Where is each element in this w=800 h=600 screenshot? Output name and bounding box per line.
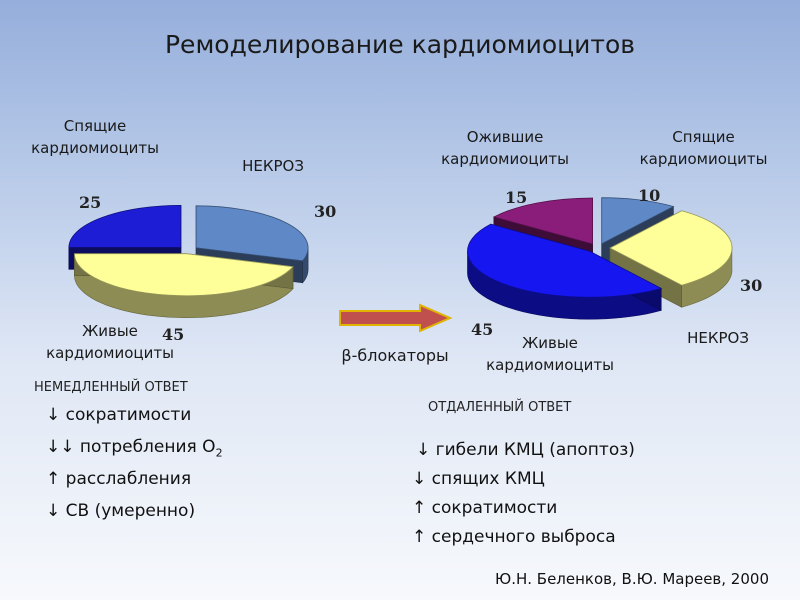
pie-slice-1 (609, 210, 733, 286)
delayed-item: ↓ гибели КМЦ (апоптоз) (416, 440, 635, 460)
arrow-label: β-блокаторы (341, 346, 449, 365)
pie2-label-sleeping: Спящие кардиомиоциты (639, 128, 768, 168)
immediate-item: ↓ СВ (умеренно) (46, 501, 196, 521)
pie2-label-revived: Ожившие кардиомиоциты (441, 128, 569, 168)
pie1-label-sleeping: Спящие кардиомиоциты (31, 117, 159, 157)
delayed-item: ↑ сократимости (412, 498, 558, 518)
immediate-list: ↓ сократимости ↓↓ потребления O2 ↑ рассл… (46, 405, 223, 533)
pie-slice-0 (195, 205, 309, 262)
pie-slice-2 (68, 204, 182, 248)
pie-slice-3 (492, 197, 593, 245)
pie2-value-revived: 15 (505, 188, 528, 207)
slide-title: Ремоделирование кардиомиоцитов (164, 30, 636, 59)
delayed-item: ↓ спящих КМЦ (412, 469, 545, 489)
credit-citation: Ю.Н. Беленков, В.Ю. Мареев, 2000 (495, 570, 769, 588)
immediate-header: НЕМЕДЛЕННЫЙ ОТВЕТ (34, 380, 188, 395)
pie-chart-immediate (68, 204, 309, 319)
pie-slice-0 (601, 197, 675, 245)
immediate-item: ↑ расслабления (46, 469, 192, 489)
immediate-item: ↓↓ потребления O2 (46, 437, 223, 460)
pie2-value-living: 45 (471, 320, 494, 339)
delayed-item: ↑ сердечного выброса (412, 527, 616, 547)
pie1-value-sleeping: 25 (79, 193, 102, 212)
pie1-label-living: Живые кардиомиоциты (46, 322, 174, 362)
pie2-label-living: Живые кардиомиоциты (486, 334, 614, 374)
pie1-value-living: 45 (162, 325, 185, 344)
delayed-list: ↓ гибели КМЦ (апоптоз) ↓ спящих КМЦ ↑ со… (412, 440, 635, 556)
immediate-item: ↓ сократимости (46, 405, 192, 425)
pie-slice-2 (467, 223, 663, 298)
pie-slice-1 (74, 253, 294, 297)
pie2-value-necrosis: 30 (740, 276, 763, 295)
pie2-label-necrosis: НЕКРОЗ (687, 329, 749, 347)
delayed-header: ОТДАЛЕННЫЙ ОТВЕТ (428, 400, 572, 415)
pie1-value-necrosis: 30 (314, 202, 337, 221)
pie-chart-delayed (467, 197, 733, 320)
pie2-value-sleeping: 10 (638, 186, 661, 205)
pie1-label-necrosis: НЕКРОЗ (242, 157, 304, 175)
beta-blocker-arrow (339, 303, 453, 333)
